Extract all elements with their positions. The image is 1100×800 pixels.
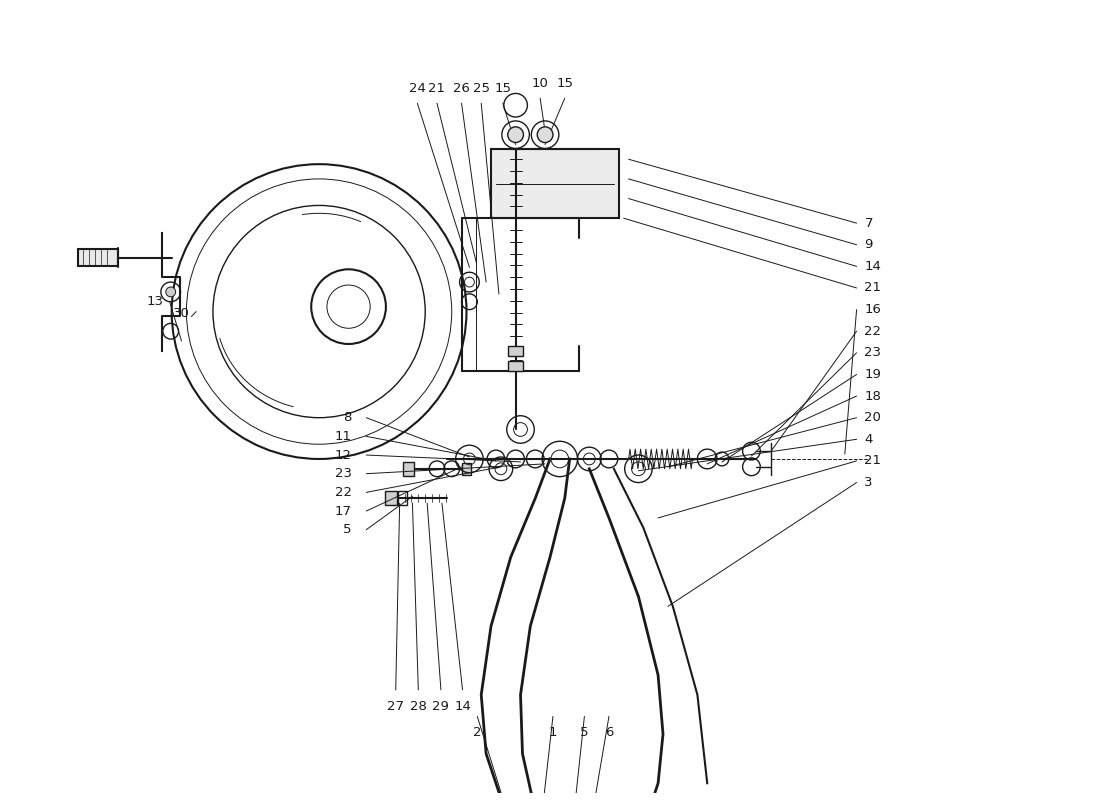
Bar	[491, 150, 619, 218]
Text: 17: 17	[334, 505, 352, 518]
Bar	[462, 463, 472, 474]
Bar	[508, 346, 524, 356]
Text: 22: 22	[865, 325, 881, 338]
Text: 10: 10	[531, 78, 549, 90]
Text: 12: 12	[334, 449, 352, 462]
Text: 5: 5	[580, 726, 588, 739]
Text: 15: 15	[494, 82, 512, 95]
Text: 23: 23	[865, 346, 881, 359]
Text: 21: 21	[429, 82, 446, 95]
Text: 5: 5	[343, 523, 352, 536]
Text: 9: 9	[865, 238, 872, 251]
Bar	[385, 491, 397, 505]
Text: 8: 8	[343, 411, 352, 424]
Circle shape	[537, 127, 553, 142]
Text: 25: 25	[473, 82, 490, 95]
Text: 6: 6	[605, 726, 613, 739]
Bar	[78, 249, 118, 266]
Text: 13: 13	[146, 295, 164, 308]
Text: 24: 24	[409, 82, 426, 95]
Text: 21: 21	[865, 454, 881, 467]
Text: 4: 4	[865, 433, 872, 446]
Text: 29: 29	[432, 700, 450, 713]
Text: 1: 1	[549, 726, 558, 739]
Text: 30: 30	[173, 307, 190, 320]
Text: 23: 23	[334, 467, 352, 480]
Text: 20: 20	[865, 411, 881, 424]
Text: 2: 2	[473, 726, 482, 739]
Text: 18: 18	[865, 390, 881, 402]
Text: 14: 14	[454, 700, 471, 713]
Circle shape	[166, 287, 176, 297]
Text: 7: 7	[865, 217, 873, 230]
Bar	[398, 491, 407, 505]
Text: 27: 27	[387, 700, 404, 713]
Bar	[508, 361, 524, 370]
Circle shape	[508, 127, 524, 142]
Text: 21: 21	[865, 282, 881, 294]
Text: 14: 14	[865, 260, 881, 273]
Text: 28: 28	[410, 700, 427, 713]
Text: 26: 26	[453, 82, 470, 95]
Text: 15: 15	[557, 78, 573, 90]
Text: 16: 16	[865, 303, 881, 316]
Text: 19: 19	[865, 368, 881, 381]
Text: 22: 22	[334, 486, 352, 499]
Text: 3: 3	[865, 476, 873, 489]
Bar	[403, 462, 415, 476]
Text: 11: 11	[334, 430, 352, 443]
